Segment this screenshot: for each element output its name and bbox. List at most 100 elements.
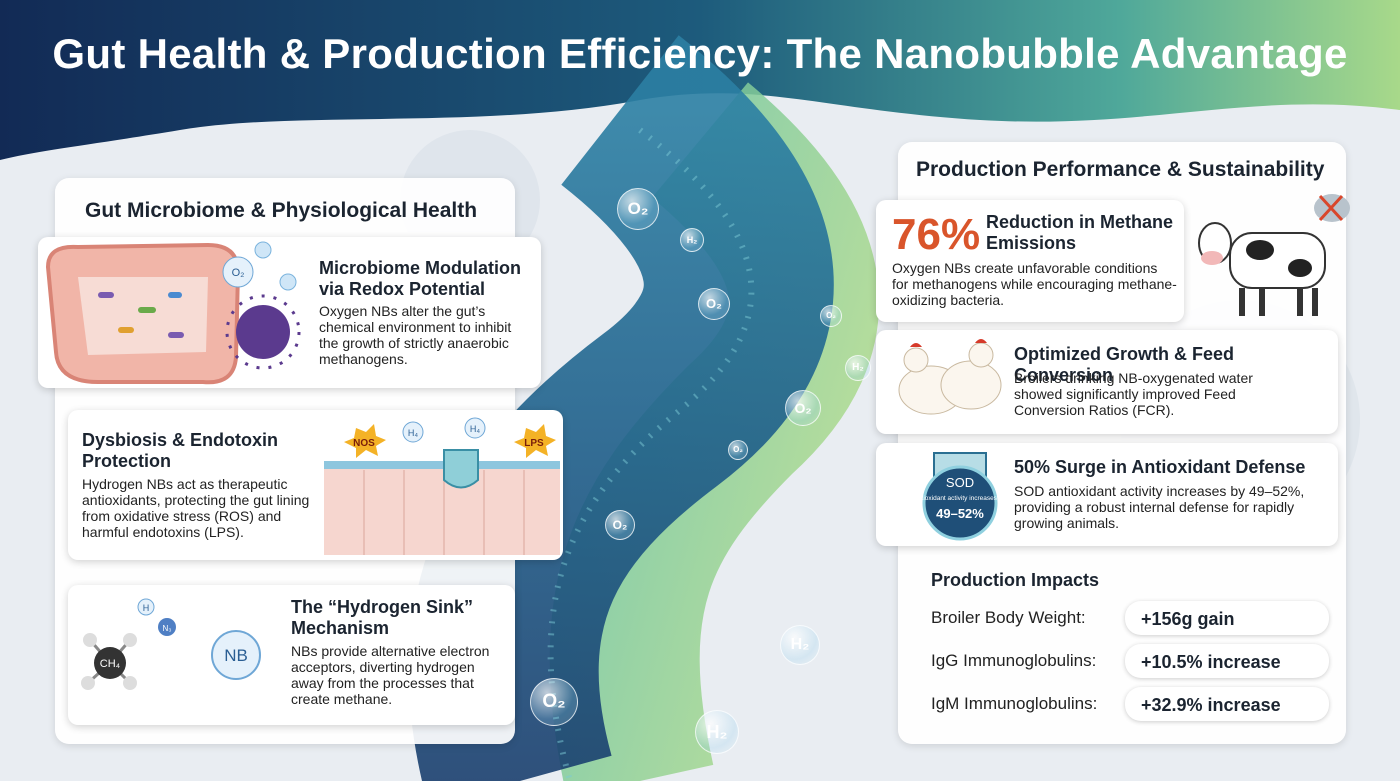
- panel-title: Production Performance & Sustainability: [916, 158, 1325, 181]
- card-text: Oxygen NBs alter the gut’s chemical envi…: [319, 303, 512, 367]
- card-title: Dysbiosis & Endotoxin Protection: [82, 430, 279, 471]
- impact-value: +10.5% increase: [1141, 652, 1281, 672]
- card-title: The “Hydrogen Sink” Mechanism: [291, 597, 474, 638]
- impacts-title: Production Impacts: [931, 570, 1100, 590]
- bubble-icon: [402, 421, 424, 443]
- bacterium: [118, 327, 134, 333]
- card-title: Reduction in Methane Emissions: [986, 212, 1174, 253]
- virus: [236, 305, 290, 359]
- badge-caption: antioxidant activity increases by: [914, 495, 1006, 502]
- card-text: Hydrogen NBs act as therapeutic antioxid…: [82, 476, 310, 540]
- atom: [123, 633, 137, 647]
- page-title: Gut Health & Production Efficiency: The …: [52, 30, 1348, 77]
- icon-label: H₄: [470, 424, 480, 434]
- card-text: Oxygen NBs create unfavorable conditions…: [892, 260, 1177, 308]
- bubble: O₂: [785, 390, 821, 426]
- bacterium: [168, 332, 184, 338]
- impact-value: +156g gain: [1141, 609, 1235, 629]
- card-text: SOD antioxidant activity increases by 49…: [1014, 483, 1305, 531]
- card-text: Broilers drinking NB-oxygenated water sh…: [1014, 370, 1253, 418]
- bubble-icon: [464, 417, 486, 439]
- icon-label: CH₄: [100, 658, 121, 670]
- bubble: O₂: [605, 510, 635, 540]
- icon-label: NOS: [353, 438, 375, 449]
- cow-body: [1229, 232, 1326, 289]
- cross: [1318, 194, 1344, 222]
- bubble: H₂: [845, 355, 871, 381]
- bacterium: [98, 292, 114, 298]
- chicken-illustration: [898, 339, 1002, 415]
- bubble: H₂: [695, 710, 739, 754]
- spot: [1288, 259, 1312, 277]
- bubble: O₂: [728, 440, 748, 460]
- impact-label: IgG Immunoglobulins:: [931, 651, 1097, 670]
- bubble: O₂: [698, 288, 730, 320]
- card: Dysbiosis & Endotoxin Protection Hydroge…: [68, 410, 563, 560]
- bubble-icon: [279, 273, 297, 291]
- badge-label: SOD: [946, 475, 974, 490]
- atom: [83, 633, 97, 647]
- card: CH₄ H N₃ NB The “Hydrogen Sink” Mechanis…: [68, 585, 515, 725]
- muzzle: [1201, 251, 1223, 265]
- highlight-card: 76% Reduction in Methane Emissions Oxyge…: [876, 200, 1184, 322]
- bubble: O₂: [820, 305, 842, 327]
- impact-pill: +10.5% increase: [1125, 644, 1329, 678]
- atom: [94, 647, 126, 679]
- cell-walls: [363, 470, 525, 555]
- bubble: O₂: [617, 188, 659, 230]
- sod-badge: SOD antioxidant activity increases by 49…: [914, 452, 1006, 541]
- impact-pill: +156g gain: [1125, 601, 1329, 635]
- card-title: Optimized Growth & Feed Conversion: [1014, 344, 1235, 385]
- atom: [123, 676, 137, 690]
- badge-circle: [922, 465, 998, 541]
- impact-value: +32.9% increase: [1141, 695, 1281, 715]
- badge-value: 49–52%: [936, 506, 984, 521]
- atom: [81, 676, 95, 690]
- cow-illustration: [1198, 194, 1350, 316]
- bubble: H₂: [680, 228, 704, 252]
- card-title: 50% Surge in Antioxidant Defense: [1014, 457, 1306, 477]
- comb: [975, 339, 987, 343]
- gut-illustration: O₂: [45, 241, 301, 385]
- icon-label: N₃: [162, 624, 171, 633]
- card-text: NBs provide alternative electron accepto…: [291, 643, 490, 707]
- icon-label: NB: [224, 646, 248, 665]
- bubble-icon: [211, 630, 261, 680]
- icon-label: H: [143, 603, 150, 613]
- shield: [443, 449, 479, 489]
- card: Optimized Growth & Feed Conversion Broil…: [876, 330, 1338, 434]
- bubble-icon: [158, 618, 176, 636]
- card: SOD antioxidant activity increases by 49…: [876, 443, 1338, 546]
- icon-label: O₂: [232, 267, 245, 279]
- burst: [344, 424, 386, 458]
- icon-label: H₄: [408, 428, 418, 438]
- impact-pill: +32.9% increase: [1125, 687, 1329, 721]
- cells: [324, 465, 560, 555]
- intestine-inner: [78, 277, 208, 355]
- molecule-illustration: CH₄ H N₃ NB: [81, 598, 261, 690]
- bacterium: [138, 307, 156, 313]
- icon-label: LPS: [524, 438, 544, 449]
- chicken-head: [903, 347, 929, 373]
- card-title: Microbiome Modulation via Redox Potentia…: [319, 258, 521, 299]
- epithelium-illustration: NOS H₄ H₄ LPS: [324, 417, 560, 555]
- panel-title: Gut Microbiome & Physiological Health: [85, 199, 478, 222]
- bacterium: [168, 292, 182, 298]
- spot: [1246, 240, 1274, 260]
- card: O₂ Microbiome Modulation via Redox Poten…: [38, 237, 541, 388]
- virus-spikes: [225, 294, 301, 370]
- legs: [1239, 288, 1318, 316]
- chicken-head: [968, 342, 994, 368]
- bubble-icon: [222, 256, 254, 288]
- impact-label: IgM Immunoglobulins:: [931, 694, 1098, 713]
- burst: [514, 424, 556, 458]
- highlight-value: 76%: [892, 210, 981, 259]
- bubble-icon: [254, 241, 272, 259]
- bubble: O₂: [530, 678, 578, 726]
- impact-label: Broiler Body Weight:: [931, 608, 1086, 627]
- bubble-icon: [137, 598, 155, 616]
- bubble: H₂: [780, 625, 820, 665]
- comb: [910, 343, 922, 347]
- chicken: [940, 360, 1002, 410]
